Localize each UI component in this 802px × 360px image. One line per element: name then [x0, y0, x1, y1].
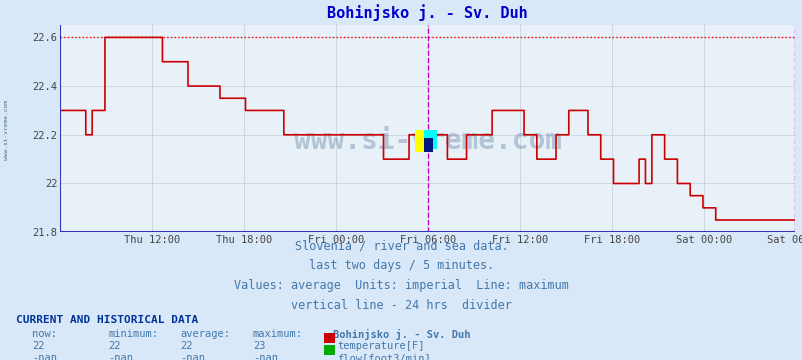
- Bar: [415, 130, 433, 152]
- Text: Bohinjsko j. - Sv. Duh: Bohinjsko j. - Sv. Duh: [333, 329, 470, 340]
- Text: 22: 22: [108, 341, 121, 351]
- Text: 22: 22: [180, 341, 193, 351]
- Text: -nan: -nan: [180, 353, 205, 360]
- Text: average:: average:: [180, 329, 230, 339]
- Bar: [424, 139, 433, 152]
- Text: Values: average  Units: imperial  Line: maximum: Values: average Units: imperial Line: ma…: [233, 279, 569, 292]
- Text: 22: 22: [32, 341, 45, 351]
- Text: flow[foot3/min]: flow[foot3/min]: [337, 353, 431, 360]
- Text: www.si-vreme.com: www.si-vreme.com: [294, 127, 561, 155]
- Text: now:: now:: [32, 329, 57, 339]
- Text: minimum:: minimum:: [108, 329, 158, 339]
- Text: CURRENT AND HISTORICAL DATA: CURRENT AND HISTORICAL DATA: [16, 315, 198, 325]
- Text: maximum:: maximum:: [253, 329, 302, 339]
- Title: Bohinjsko j. - Sv. Duh: Bohinjsko j. - Sv. Duh: [327, 4, 528, 21]
- Text: -nan: -nan: [32, 353, 57, 360]
- Text: temperature[F]: temperature[F]: [337, 341, 424, 351]
- Text: -nan: -nan: [253, 353, 277, 360]
- Text: Slovenia / river and sea data.: Slovenia / river and sea data.: [294, 239, 508, 252]
- Text: www.si-vreme.com: www.si-vreme.com: [4, 100, 9, 159]
- Text: last two days / 5 minutes.: last two days / 5 minutes.: [309, 259, 493, 272]
- Text: vertical line - 24 hrs  divider: vertical line - 24 hrs divider: [290, 299, 512, 312]
- Bar: [424, 130, 436, 149]
- Text: 23: 23: [253, 341, 265, 351]
- Text: -nan: -nan: [108, 353, 133, 360]
